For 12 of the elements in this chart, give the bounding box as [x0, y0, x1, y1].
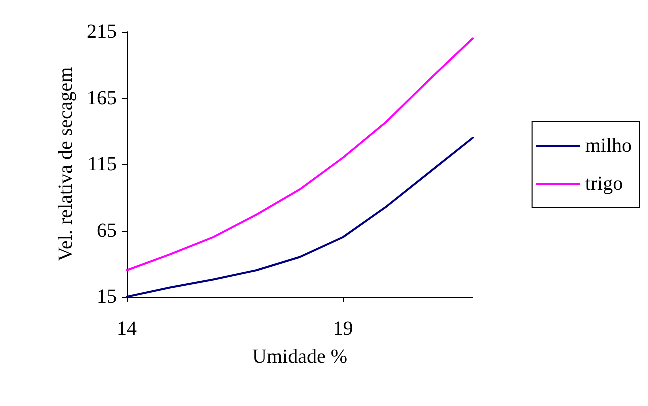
y-tick-label: 165	[87, 87, 117, 110]
line-series	[126, 38, 474, 272]
y-axis-title: Vel. relativa de secagem	[55, 66, 78, 262]
x-tick-label: 19	[333, 318, 354, 340]
x-axis-title: Umidade %	[252, 346, 348, 368]
legend-label: trigo	[585, 173, 624, 195]
legend-label: milho	[585, 135, 632, 157]
x-tick-label: 14	[117, 318, 137, 340]
y-tick-label: 15	[97, 286, 117, 308]
y-tick-label: 115	[88, 154, 117, 176]
y-tick-label: 65	[97, 220, 117, 242]
y-tick-label: 215	[87, 21, 117, 43]
